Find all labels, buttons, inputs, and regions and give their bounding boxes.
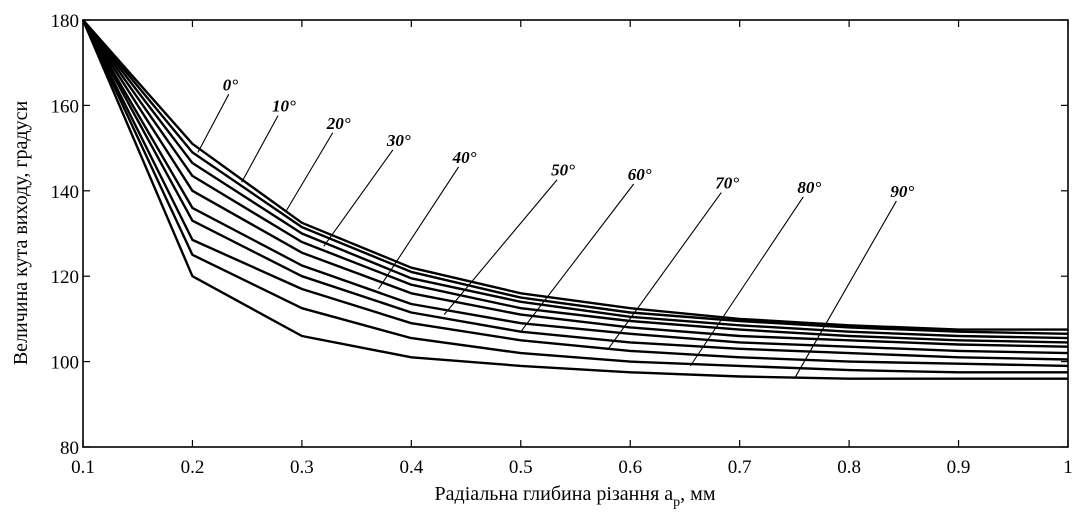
- y-tick-label-3: 140: [51, 182, 80, 203]
- series-label-4: 40°: [452, 148, 477, 167]
- label-leader-0: [197, 94, 230, 153]
- x-tick-label-8: 0.9: [947, 457, 971, 478]
- label-leader-2: [284, 132, 334, 213]
- series-group: [81, 19, 1069, 380]
- series-label-7: 70°: [715, 174, 739, 193]
- series-labels: 0° 10° 20° 30° 40° 50° 60° 70° 80° 90°: [223, 75, 915, 201]
- series-label-1: 10°: [272, 97, 296, 116]
- series-label-5: 50°: [551, 161, 575, 180]
- y-tick-label-2: 120: [51, 267, 80, 288]
- series-line-8: [81, 19, 1068, 374]
- series-label-2: 20°: [326, 114, 351, 133]
- series-line-9: [81, 19, 1068, 380]
- series-line-6: [81, 19, 1069, 361]
- series-label-6: 60°: [628, 165, 652, 184]
- x-axis-title-main: Радіальна глибина різання a: [435, 483, 674, 505]
- series-line-4: [81, 19, 1069, 348]
- x-axis-title-subscript: p: [673, 495, 680, 510]
- label-leader-7: [607, 192, 722, 350]
- series-label-3: 30°: [386, 131, 411, 150]
- x-tick-label-1: 0.2: [181, 457, 205, 478]
- label-leader-3: [323, 149, 394, 247]
- x-tick-label-0: 0.1: [71, 457, 95, 478]
- label-leader-8: [689, 196, 804, 367]
- x-tick-label-7: 0.8: [837, 457, 861, 478]
- y-tick-label-5: 180: [51, 11, 80, 32]
- x-tick-label-5: 0.6: [618, 457, 642, 478]
- x-axis-title-unit: , мм: [680, 483, 716, 505]
- series-line-3: [82, 19, 1069, 344]
- x-tick-label-6: 0.7: [728, 457, 752, 478]
- x-tick-label-9: 1: [1063, 457, 1073, 478]
- y-tick-label-1: 100: [51, 353, 80, 374]
- series-line-0: [82, 19, 1068, 331]
- x-tick-label-4: 0.5: [509, 457, 533, 478]
- label-leader-1: [241, 115, 279, 183]
- series-label-8: 80°: [797, 178, 821, 197]
- series-label-9: 90°: [890, 182, 914, 201]
- label-leader-4: [378, 166, 460, 290]
- x-axis-title: Радіальна глибина різання ap, мм: [435, 483, 716, 510]
- label-leader-9: [793, 200, 897, 379]
- series-line-2: [82, 19, 1069, 340]
- x-tick-label-3: 0.4: [399, 457, 423, 478]
- series-label-0: 0°: [223, 75, 239, 94]
- y-tick-label-0: 80: [60, 438, 79, 459]
- y-axis: 80 100 120 140 160 180: [51, 11, 1068, 459]
- series-line-5: [81, 19, 1069, 355]
- label-leaders: [197, 94, 897, 379]
- series-line-1: [82, 19, 1069, 335]
- series-line-7: [81, 19, 1069, 368]
- label-leader-5: [443, 179, 558, 315]
- y-axis-title: Величина кута виходу, градуси: [10, 101, 32, 366]
- x-tick-label-2: 0.3: [290, 457, 314, 478]
- label-leader-6: [520, 183, 635, 333]
- x-axis: 0.1 0.2 0.3 0.4 0.5 0.6 0.7 0.8 0.9 1: [71, 20, 1073, 478]
- y-tick-label-4: 160: [51, 96, 80, 117]
- plot-frame: [82, 19, 1069, 448]
